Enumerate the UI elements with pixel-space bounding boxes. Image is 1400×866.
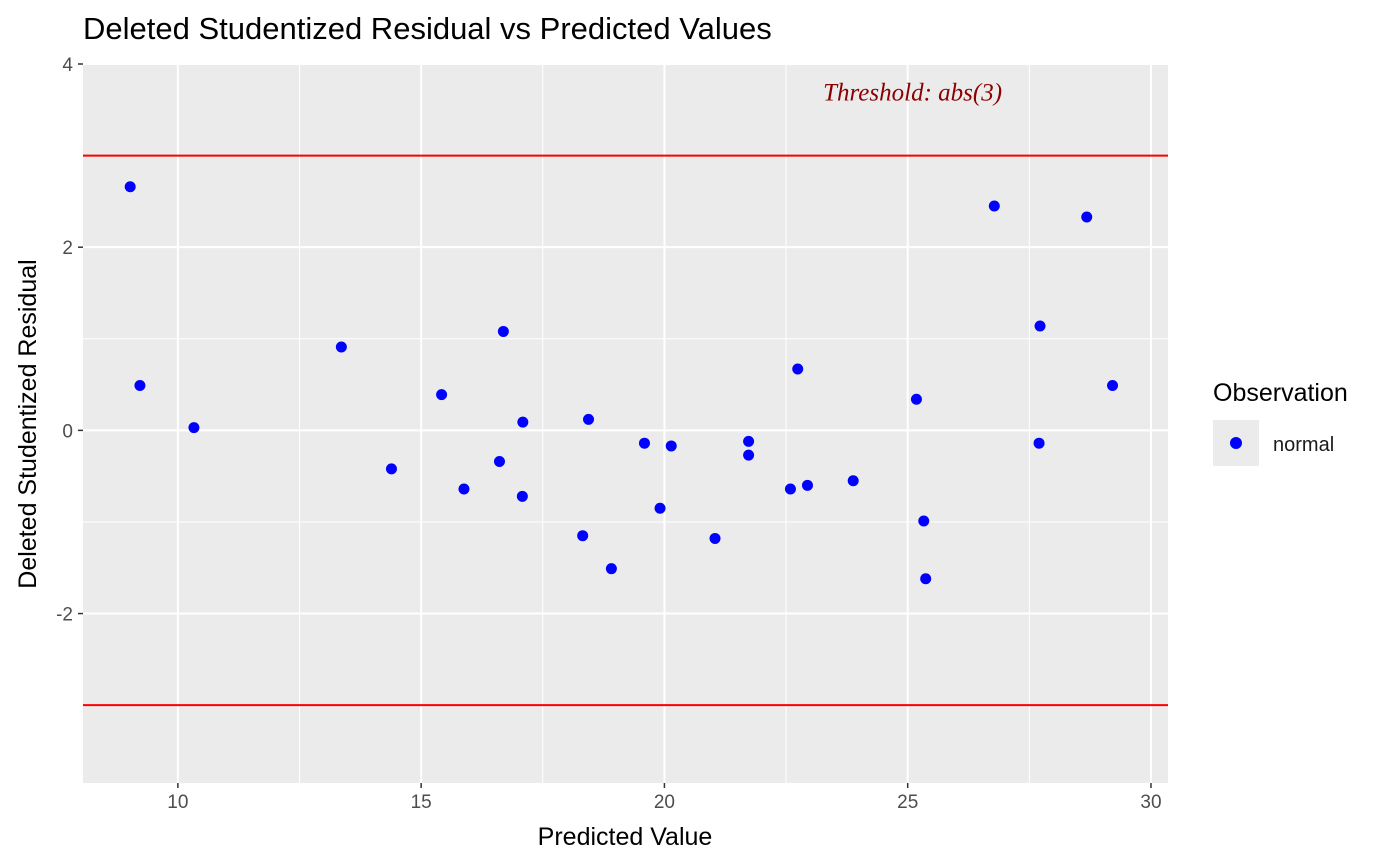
data-point xyxy=(497,325,509,337)
data-point xyxy=(385,463,397,475)
data-point xyxy=(1034,320,1046,332)
plot-panel xyxy=(83,64,1168,783)
x-tick-label: 30 xyxy=(1140,792,1161,813)
data-point xyxy=(1107,379,1119,391)
data-point xyxy=(517,416,529,428)
threshold-annotation: Threshold: abs(3) xyxy=(823,79,1002,106)
data-point xyxy=(516,490,528,502)
legend-title: Observation xyxy=(1213,379,1348,407)
data-point xyxy=(743,449,755,461)
data-point xyxy=(792,363,804,375)
data-point xyxy=(665,440,677,452)
x-tick-label: 15 xyxy=(411,792,432,813)
y-tick-label: -2 xyxy=(56,605,73,626)
data-point xyxy=(638,437,650,449)
data-point xyxy=(583,413,595,425)
x-tick-label: 25 xyxy=(897,792,918,813)
chart-title: Deleted Studentized Residual vs Predicte… xyxy=(83,11,772,46)
data-point xyxy=(436,389,448,401)
x-tick-label: 10 xyxy=(167,792,188,813)
data-point xyxy=(654,502,666,514)
y-axis-ticks: -2 0 2 4 xyxy=(56,55,83,626)
x-axis-ticks: 10 15 20 25 30 xyxy=(167,783,1162,813)
data-point xyxy=(920,573,932,585)
data-point xyxy=(188,422,200,434)
legend-label-normal: normal xyxy=(1273,434,1334,456)
data-point xyxy=(918,515,930,527)
data-point xyxy=(458,483,470,495)
data-point xyxy=(910,393,922,405)
data-point xyxy=(1081,211,1093,223)
data-point xyxy=(1033,437,1045,449)
y-tick-label: 2 xyxy=(62,238,73,259)
y-axis-title: Deleted Studentized Residual xyxy=(14,259,42,588)
data-point xyxy=(124,181,136,193)
legend-key-point xyxy=(1230,437,1242,449)
data-point xyxy=(847,475,859,487)
data-point xyxy=(335,341,347,353)
major-gridlines xyxy=(83,63,1168,783)
threshold-lines xyxy=(83,154,1168,707)
data-point xyxy=(784,483,796,495)
y-tick-label: 0 xyxy=(62,421,73,442)
data-point xyxy=(988,200,1000,212)
x-axis-title: Predicted Value xyxy=(538,823,713,851)
y-tick-label: 4 xyxy=(62,55,73,76)
data-point xyxy=(134,379,146,391)
data-point xyxy=(605,563,617,575)
x-tick-label: 20 xyxy=(654,792,675,813)
data-point xyxy=(577,530,589,542)
data-points xyxy=(124,181,1119,585)
legend: Observation normal xyxy=(1213,379,1348,466)
data-point xyxy=(709,532,721,544)
data-point xyxy=(743,435,755,447)
data-point xyxy=(801,479,813,491)
data-point xyxy=(493,456,505,468)
